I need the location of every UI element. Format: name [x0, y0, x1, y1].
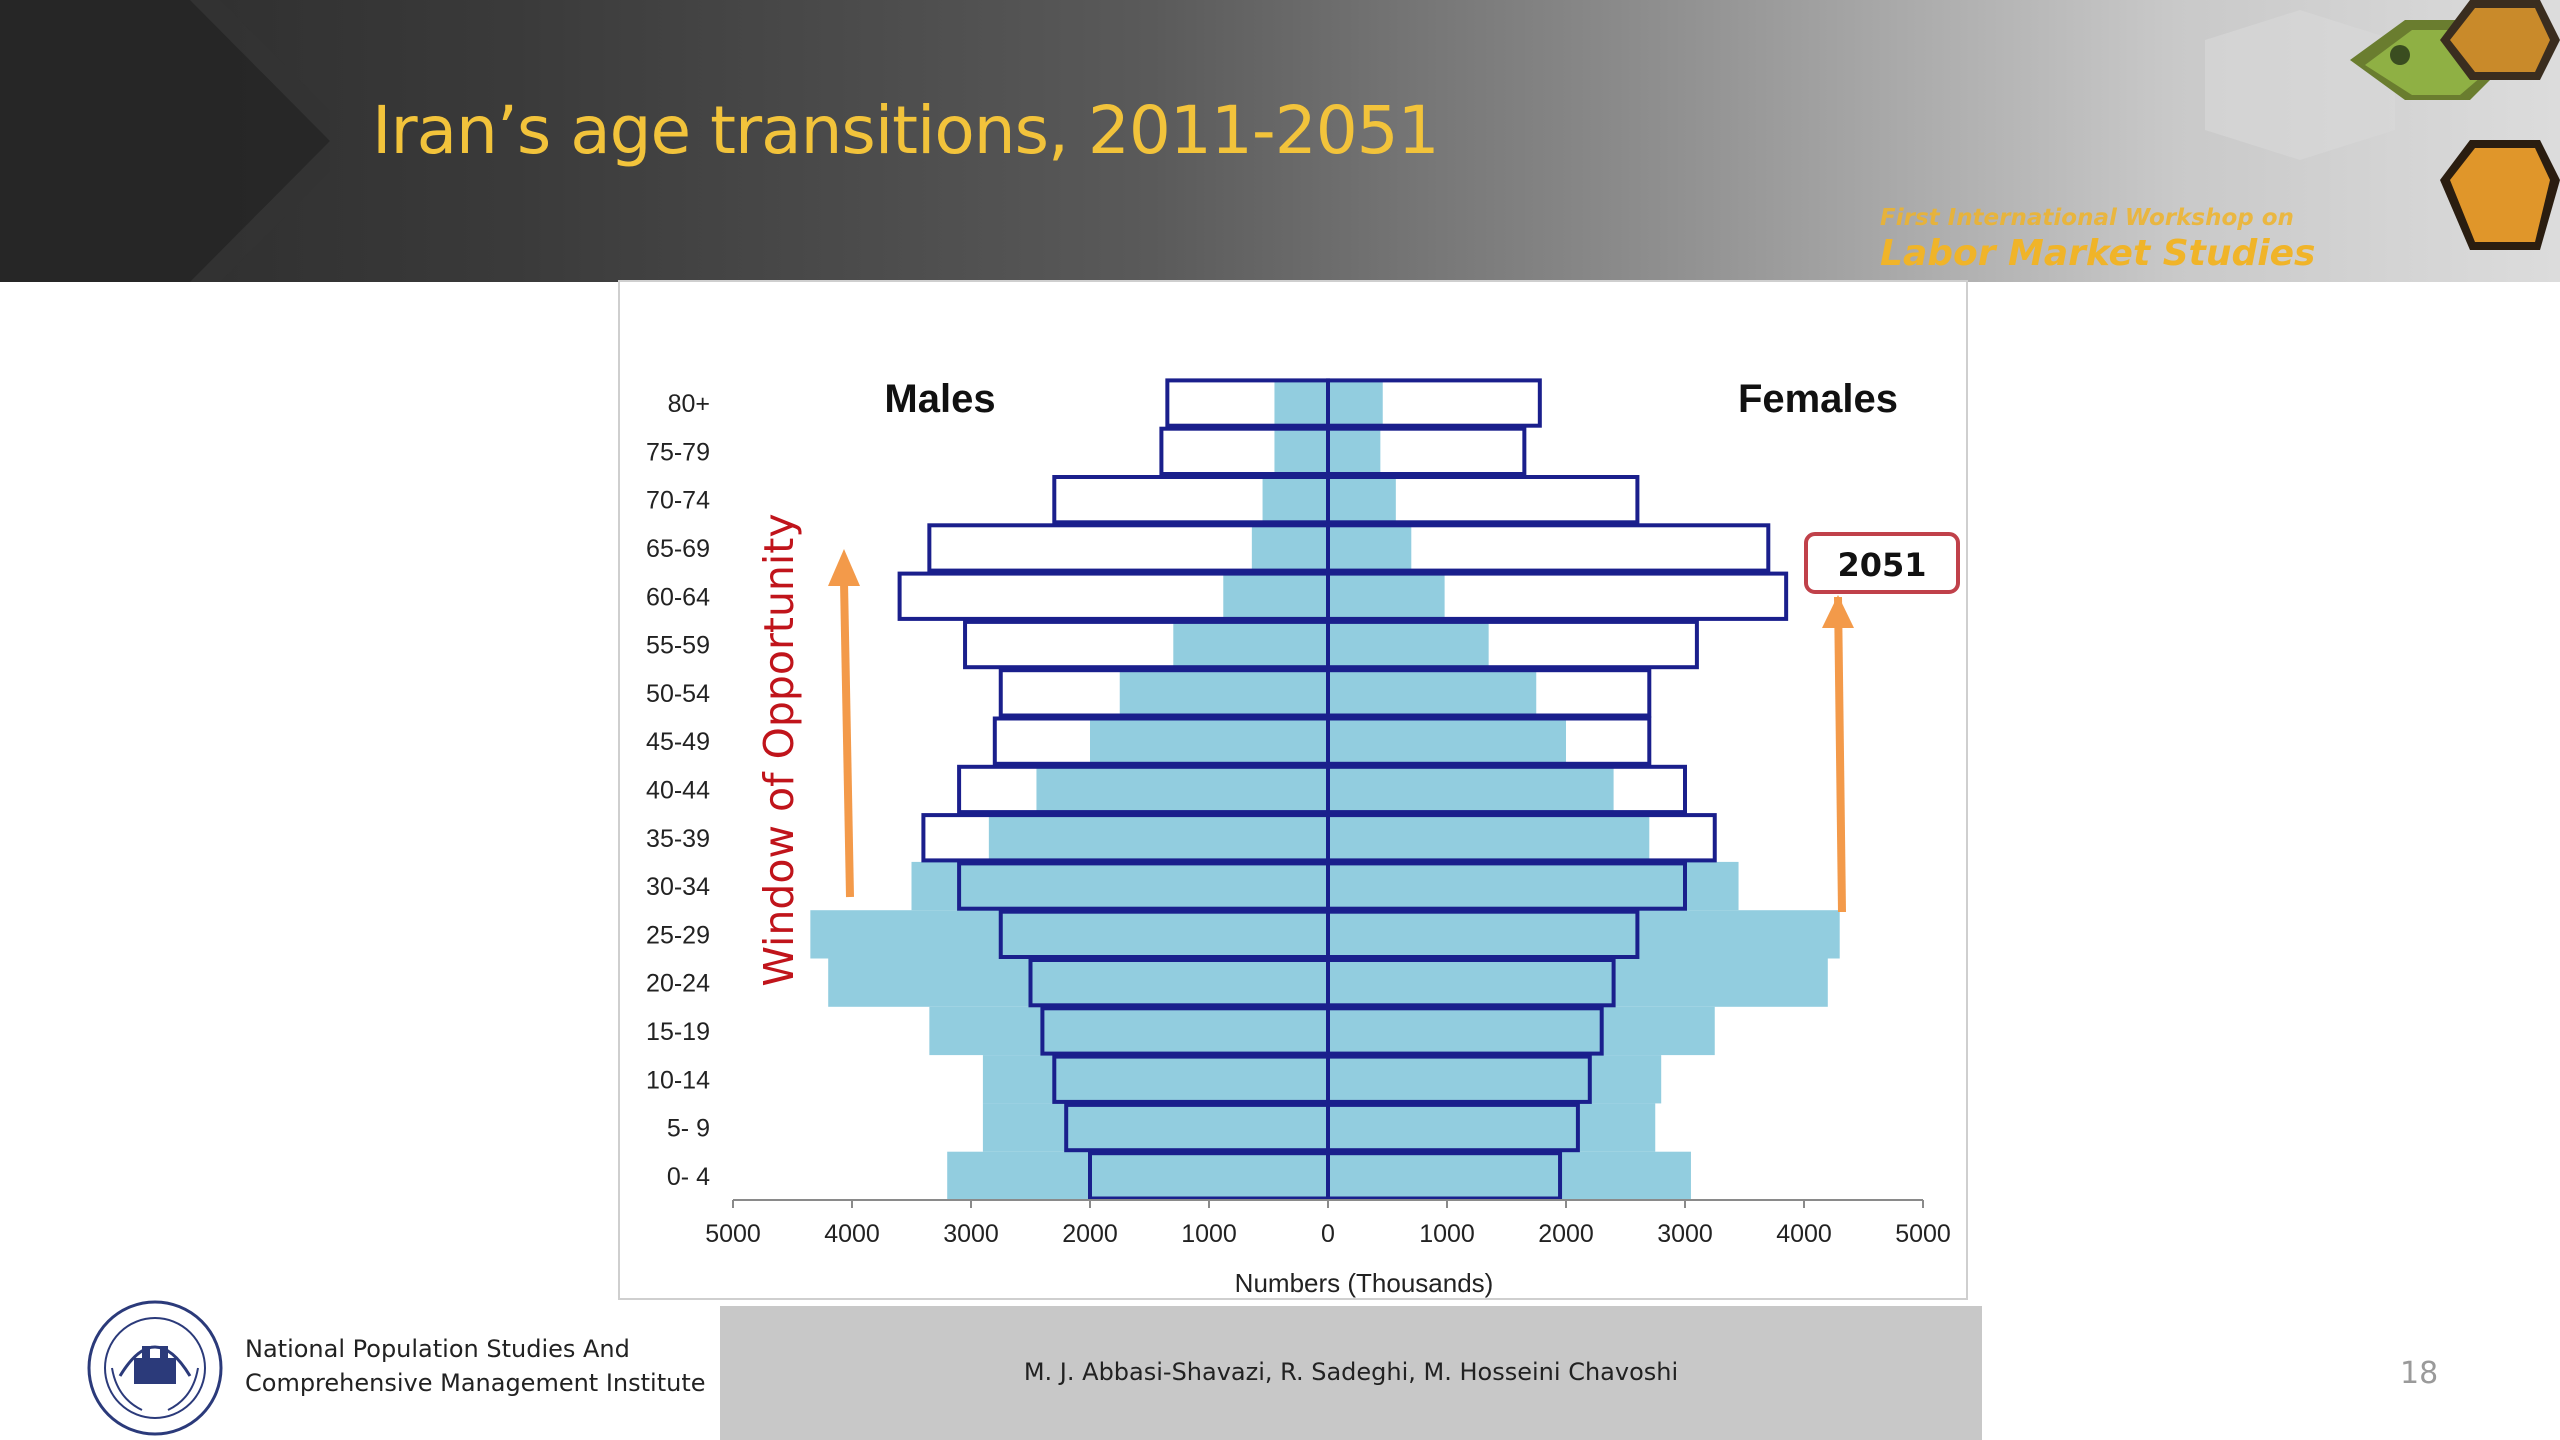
bar-2011-female-15 [1328, 427, 1381, 476]
females-label: Females [1738, 377, 1898, 421]
x-tick-label-6: 1000 [1419, 1220, 1475, 1248]
bar-2011-female-12 [1328, 572, 1445, 621]
bar-2011-male-2 [982, 1055, 1328, 1104]
age-label-16: 80+ [668, 390, 710, 418]
x-tick-label-9: 4000 [1776, 1220, 1832, 1248]
left-arrow-shaft [840, 581, 854, 898]
right-arrow-shaft [1834, 596, 1846, 913]
bar-2011-male-14 [1262, 475, 1328, 524]
age-label-8: 40-44 [646, 776, 710, 804]
bar-2011-male-13 [1251, 523, 1328, 573]
age-label-14: 70-74 [646, 487, 710, 515]
age-label-4: 20-24 [646, 970, 710, 998]
age-label-7: 35-39 [646, 825, 710, 853]
window-of-opportunity-label: Window of Opportunity [755, 513, 803, 986]
chart-frame: 0- 4 5- 9 10-14 15-19 20-24 25-29 30-34 35-39 40… [618, 280, 1968, 1300]
workshop-line1: First International Workshop on [1880, 205, 2294, 231]
slide-header: Iran’s age transitions, 2011-2051 First … [0, 0, 2560, 282]
header-chevron-shape [0, 0, 330, 282]
males-label: Males [884, 377, 995, 421]
x-tick-label-2: 3000 [943, 1220, 999, 1248]
x-tick-label-1: 4000 [824, 1220, 880, 1248]
bar-2011-female-0 [1328, 1151, 1691, 1200]
age-label-0: 0- 4 [667, 1163, 710, 1191]
bar-2011-male-6 [911, 861, 1328, 911]
age-label-6: 30-34 [646, 873, 710, 901]
age-label-1: 5- 9 [667, 1115, 710, 1143]
institute-seal-logo [87, 1300, 223, 1436]
workshop-logo-text: First International Workshop on Labor Ma… [1880, 205, 2340, 274]
bar-2011-male-11 [1173, 620, 1328, 669]
bar-2011-male-0 [947, 1151, 1328, 1200]
bar-2011-male-8 [1036, 765, 1328, 814]
bar-2011-female-14 [1328, 475, 1396, 524]
bar-2011-female-2 [1328, 1055, 1662, 1104]
age-label-12: 60-64 [646, 583, 710, 611]
slide-title: Iran’s age transitions, 2011-2051 [372, 92, 1440, 169]
age-label-3: 15-19 [646, 1018, 710, 1046]
bar-2011-male-5 [810, 910, 1328, 959]
bar-2011-male-9 [1090, 717, 1328, 766]
right-arrow-head [1822, 595, 1854, 628]
bar-2011-female-8 [1328, 765, 1614, 814]
footer-authors: M. J. Abbasi-Shavazi, R. Sadeghi, M. Hos… [1023, 1358, 1679, 1386]
bar-2011-female-9 [1328, 717, 1566, 766]
year-badge [1804, 532, 1960, 594]
bar-2011-female-1 [1328, 1103, 1656, 1152]
bar-2011-female-10 [1328, 668, 1537, 717]
institute-line1: National Population Studies And [245, 1335, 630, 1363]
workshop-hexagon-photos [2205, 0, 2560, 250]
workshop-line2: Labor Market Studies [1880, 233, 2316, 274]
bar-2011-female-4 [1328, 958, 1828, 1007]
bar-2011-male-4 [828, 958, 1328, 1007]
bar-2011-male-10 [1119, 668, 1328, 717]
left-arrow-head [828, 549, 860, 586]
institute-name: National Population Studies And Comprehe… [245, 1332, 706, 1400]
x-tick-label-8: 3000 [1657, 1220, 1713, 1248]
bar-2011-female-6 [1328, 861, 1739, 911]
bar-2011-female-3 [1328, 1006, 1715, 1056]
institute-line2: Comprehensive Management Institute [245, 1369, 706, 1397]
x-axis-title: Numbers (Thousands) [1235, 1268, 1494, 1298]
age-label-15: 75-79 [646, 438, 710, 466]
page-number: 18 [2400, 1356, 2439, 1391]
age-label-9: 45-49 [646, 728, 710, 756]
bar-2011-male-7 [988, 813, 1328, 862]
bar-2011-male-12 [1223, 572, 1328, 621]
x-tick-label-4: 1000 [1181, 1220, 1237, 1248]
bar-2011-male-16 [1274, 378, 1328, 428]
year-badge-label: 2051 [1837, 546, 1926, 584]
bar-2011-female-13 [1328, 523, 1412, 573]
bar-2011-female-11 [1328, 620, 1489, 669]
bar-2011-male-1 [982, 1103, 1328, 1152]
x-tick-label-7: 2000 [1538, 1220, 1594, 1248]
age-label-13: 65-69 [646, 535, 710, 563]
bar-2011-female-16 [1328, 378, 1383, 428]
x-tick-label-0: 5000 [705, 1220, 761, 1248]
age-label-5: 25-29 [646, 921, 710, 949]
bar-2011-female-7 [1328, 813, 1650, 862]
x-tick-label-5: 0 [1321, 1220, 1335, 1248]
x-tick-label-3: 2000 [1062, 1220, 1118, 1248]
footer-bar: M. J. Abbasi-Shavazi, R. Sadeghi, M. Hos… [720, 1306, 1982, 1440]
x-tick-label-10: 5000 [1895, 1220, 1951, 1248]
age-label-11: 55-59 [646, 632, 710, 660]
age-label-2: 10-14 [646, 1066, 710, 1094]
bar-2011-male-3 [929, 1006, 1328, 1056]
population-pyramid-chart: 0- 4 5- 9 10-14 15-19 20-24 25-29 30-34 35-39 40… [646, 377, 1960, 1298]
bar-2011-male-15 [1274, 427, 1328, 476]
bar-2011-female-5 [1328, 910, 1840, 959]
age-label-10: 50-54 [646, 680, 710, 708]
